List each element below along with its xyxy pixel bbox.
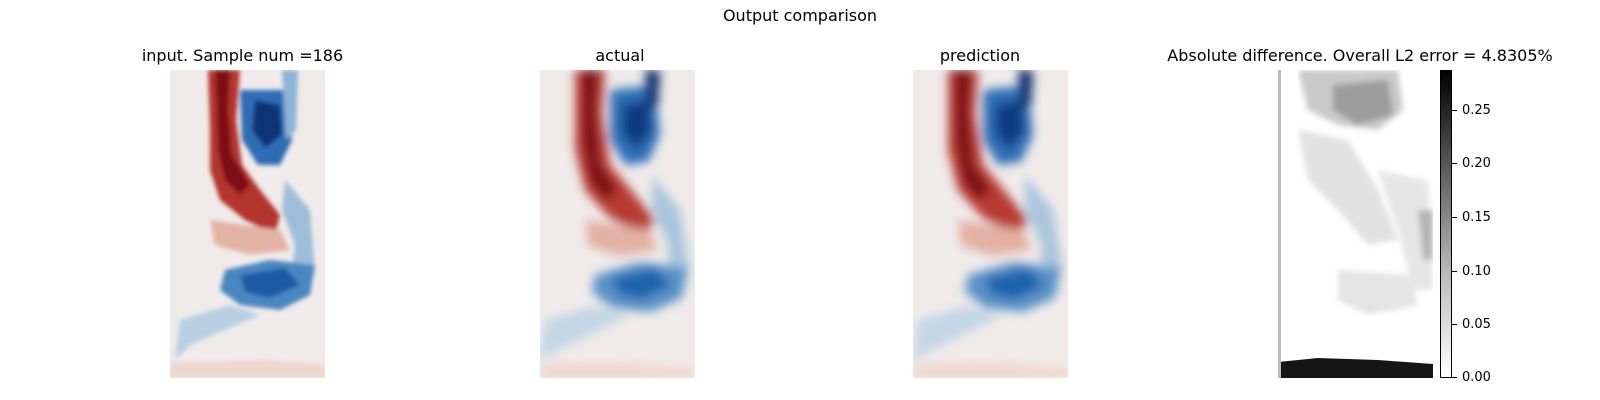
prediction-heatmap (913, 70, 1068, 378)
colorbar-label: 0.20 (1462, 156, 1491, 171)
panel-title-actual: actual (595, 46, 645, 65)
input-heatmap (170, 70, 325, 378)
colorbar-tick (1452, 377, 1457, 378)
colorbar-label: 0.10 (1462, 264, 1491, 279)
colorbar-label: 0.05 (1462, 317, 1491, 332)
colorbar-tick (1452, 110, 1457, 111)
figure-suptitle: Output comparison (722, 6, 878, 25)
actual-heatmap-svg (540, 70, 695, 378)
difference-heatmap-svg (1278, 70, 1433, 378)
colorbar-tick (1452, 163, 1457, 164)
panel-title-prediction: prediction (939, 46, 1021, 65)
colorbar-label: 0.15 (1462, 210, 1491, 225)
panel-title-input: input. Sample num =186 (141, 46, 344, 65)
panel-title-difference: Absolute difference. Overall L2 error = … (1167, 46, 1553, 65)
prediction-heatmap-svg (913, 70, 1068, 378)
colorbar-tick (1452, 324, 1457, 325)
actual-heatmap (540, 70, 695, 378)
input-heatmap-svg (170, 70, 325, 378)
difference-heatmap (1278, 70, 1433, 378)
colorbar-tick (1452, 271, 1457, 272)
colorbar (1440, 70, 1452, 378)
colorbar-tick (1452, 217, 1457, 218)
colorbar-label: 0.25 (1462, 103, 1491, 118)
colorbar-label: 0.00 (1462, 370, 1491, 385)
